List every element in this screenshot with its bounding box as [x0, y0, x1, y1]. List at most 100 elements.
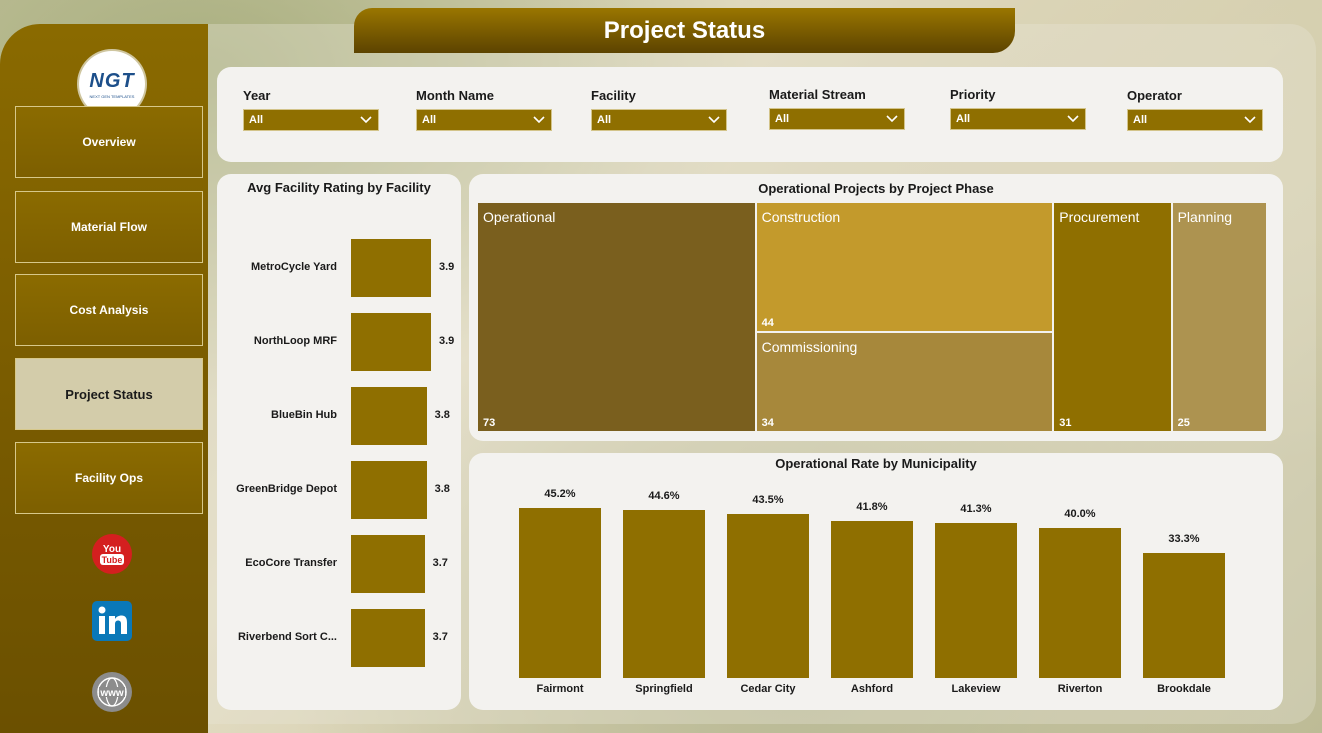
facility-bar-row: Riverbend Sort C... 3.7: [217, 609, 457, 669]
facility-bar-label: BlueBin Hub: [271, 409, 337, 421]
facility-bar-value: 3.8: [434, 409, 450, 421]
chevron-down-icon: [708, 116, 720, 124]
facility-bar[interactable]: [351, 535, 425, 593]
municipality-bar-value: 40.0%: [1064, 507, 1096, 520]
facility-bar-row: NorthLoop MRF 3.9: [217, 313, 457, 373]
youtube-icon[interactable]: You Tube: [91, 533, 133, 575]
priority-dropdown[interactable]: All: [950, 108, 1086, 130]
filter-material-stream: Material Stream All: [769, 87, 905, 130]
facility-bar-label: Riverbend Sort C...: [237, 631, 337, 643]
nav-material-flow-button[interactable]: Material Flow: [15, 191, 203, 263]
dropdown-value: All: [249, 114, 264, 126]
municipality-bar[interactable]: [1039, 527, 1121, 678]
treemap-tile[interactable]: Planning 25: [1171, 202, 1267, 432]
facility-bar-label: MetroCycle Yard: [250, 261, 337, 273]
page-title: Project Status: [354, 8, 1015, 53]
filter-panel: [217, 67, 1283, 162]
filter-month: Month Name All: [416, 88, 552, 131]
facility-bar-value: 3.9: [439, 335, 455, 347]
filter-facility: Facility All: [591, 88, 727, 131]
facility-bar-label: EcoCore Transfer: [245, 557, 337, 569]
facility-chart-title: Avg Facility Rating by Facility: [247, 180, 431, 195]
treemap-tile-value: 73: [483, 417, 496, 429]
dropdown-value: All: [597, 114, 612, 126]
municipality-bar-value: 44.6%: [648, 490, 680, 503]
filter-label: Facility: [591, 88, 636, 103]
treemap-tile-value: 44: [761, 316, 774, 329]
treemap-tile[interactable]: Construction 44: [755, 202, 1054, 332]
treemap-tile-value: 31: [1059, 417, 1072, 429]
municipality-bar-label: Ashford: [850, 683, 894, 695]
municipality-bar-label: Cedar City: [740, 683, 796, 695]
municipality-bar-label: Brookdale: [1157, 683, 1211, 695]
facility-bar[interactable]: [351, 313, 431, 371]
dropdown-value: All: [956, 113, 971, 125]
treemap-tile[interactable]: Operational 73: [477, 202, 756, 432]
facility-bar[interactable]: [351, 461, 427, 519]
facility-bar-row: MetroCycle Yard 3.9: [217, 239, 457, 299]
facility-bar[interactable]: [351, 609, 425, 667]
municipality-bar[interactable]: [623, 510, 705, 678]
globe-icon[interactable]: www: [91, 671, 133, 713]
svg-text:www: www: [99, 688, 124, 699]
facility-dropdown[interactable]: All: [591, 109, 727, 131]
svg-text:Tube: Tube: [102, 555, 123, 565]
nav-facility-ops-button[interactable]: Facility Ops: [15, 442, 203, 514]
municipality-bar-label: Riverton: [1057, 683, 1103, 695]
municipality-bar-label: Springfield: [635, 683, 693, 695]
filter-priority: Priority All: [950, 87, 1086, 130]
nav-project-status-button[interactable]: Project Status: [15, 358, 203, 430]
treemap-tile-value: 25: [1177, 417, 1190, 429]
material-stream-dropdown[interactable]: All: [769, 108, 905, 130]
logo-mark: NGT: [89, 69, 135, 92]
facility-bar-value: 3.7: [432, 557, 448, 569]
municipality-bar-value: 41.3%: [960, 502, 992, 515]
facility-bar[interactable]: [351, 239, 431, 297]
filter-label: Year: [243, 88, 271, 103]
facility-bar[interactable]: [351, 387, 427, 445]
facility-bar-label: GreenBridge Depot: [236, 483, 337, 495]
facility-bar-row: GreenBridge Depot 3.8: [217, 461, 457, 521]
month-dropdown[interactable]: All: [416, 109, 552, 131]
facility-bar-row: EcoCore Transfer 3.7: [217, 535, 457, 595]
treemap-tile-label: Commissioning: [761, 338, 858, 355]
municipality-bar[interactable]: [935, 522, 1017, 678]
municipality-bar-value: 45.2%: [544, 488, 576, 500]
filter-label: Month Name: [416, 88, 494, 103]
municipality-bar-label: Lakeview: [951, 683, 1001, 695]
nav-cost-analysis-button[interactable]: Cost Analysis: [15, 274, 203, 346]
municipality-bar[interactable]: [831, 520, 913, 678]
municipality-bar-value: 41.8%: [856, 500, 888, 513]
dropdown-value: All: [775, 113, 790, 125]
municipality-chart-title: Operational Rate by Municipality: [775, 456, 977, 471]
treemap-tile[interactable]: Procurement 31: [1053, 202, 1172, 432]
treemap-tile[interactable]: Commissioning 34: [755, 331, 1054, 432]
treemap-tile-label: Operational: [483, 209, 556, 225]
municipality-bar-label: Fairmont: [536, 683, 584, 695]
dropdown-value: All: [422, 114, 437, 126]
chevron-down-icon: [533, 116, 545, 124]
chevron-down-icon: [1244, 116, 1256, 124]
svg-text:You: You: [103, 544, 121, 555]
facility-bar-value: 3.8: [434, 483, 450, 495]
chevron-down-icon: [886, 115, 898, 123]
treemap-tile-value: 34: [761, 416, 774, 429]
phase-chart-title: Operational Projects by Project Phase: [758, 181, 994, 196]
facility-bar-value: 3.7: [432, 631, 448, 643]
filter-label: Operator: [1127, 88, 1182, 103]
phase-treemap-panel: Operational Projects by Project Phase Op…: [469, 174, 1283, 441]
municipality-bar[interactable]: [1143, 552, 1225, 678]
year-dropdown[interactable]: All: [243, 109, 379, 131]
municipality-bar[interactable]: [519, 508, 601, 678]
municipality-bar[interactable]: [727, 514, 809, 678]
filter-operator: Operator All: [1127, 88, 1263, 131]
treemap-tile-label: Procurement: [1059, 209, 1140, 225]
nav-overview-button[interactable]: Overview: [15, 106, 203, 178]
linkedin-icon[interactable]: [91, 600, 133, 642]
treemap-tile-label: Planning: [1177, 209, 1233, 225]
logo-tagline: NEXT GEN TEMPLATES: [89, 93, 135, 99]
operator-dropdown[interactable]: All: [1127, 109, 1263, 131]
municipality-bar-value: 33.3%: [1168, 532, 1200, 545]
filter-label: Material Stream: [769, 87, 866, 102]
facility-bar-label: NorthLoop MRF: [253, 335, 337, 347]
